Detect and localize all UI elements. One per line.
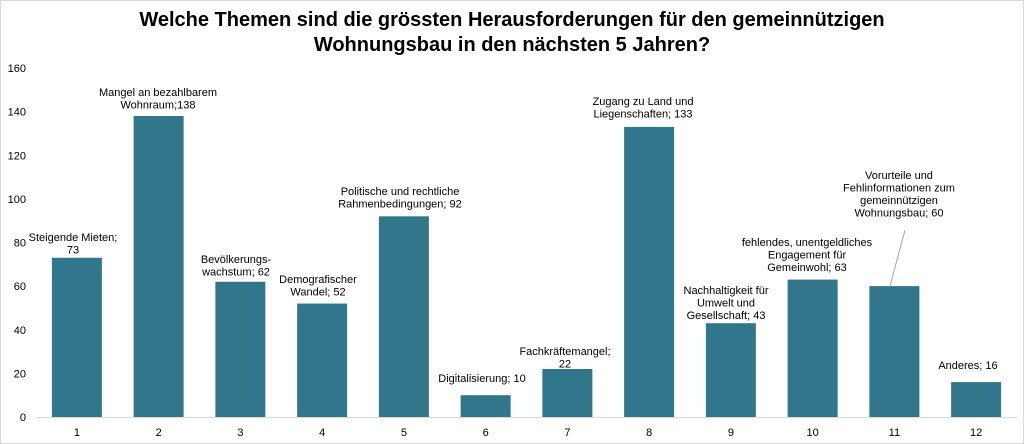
data-label: Liegenschaften; 133	[593, 109, 692, 121]
data-label: Umwelt und	[697, 298, 755, 310]
data-label: Steigende Mieten;	[29, 232, 118, 244]
bar	[869, 286, 920, 417]
data-label: Zugang zu Land und	[593, 96, 694, 108]
x-tick-label: 12	[970, 427, 982, 439]
bar	[297, 303, 348, 417]
y-tick-label: 160	[8, 63, 26, 75]
data-label: Fachkräftemangel;	[519, 346, 610, 358]
data-label: Wohnungsbau; 60	[854, 208, 943, 220]
bar	[460, 395, 511, 417]
data-label: gemeinnützigen	[860, 195, 938, 207]
x-tick-label: 6	[483, 427, 489, 439]
x-tick-label: 7	[564, 427, 570, 439]
bar	[951, 382, 1002, 417]
data-label: Bevölkerungs-	[201, 254, 272, 266]
data-label: Digitalisierung; 10	[438, 373, 525, 385]
data-label: Demografischer	[279, 274, 357, 286]
data-label: Anderes; 16	[938, 360, 997, 372]
x-tick-label: 5	[401, 427, 407, 439]
data-label: wachstum; 62	[201, 267, 270, 279]
y-tick-label: 60	[14, 281, 26, 293]
chart-title: Welche Themen sind die grössten Herausfo…	[139, 9, 885, 56]
data-label: Vorurteile und	[865, 170, 933, 182]
label-leader-line	[889, 229, 906, 287]
x-tick-label: 2	[156, 427, 162, 439]
bar	[624, 126, 675, 418]
bar	[133, 115, 184, 418]
x-tick-label: 10	[807, 427, 819, 439]
y-tick-label: 20	[14, 368, 26, 380]
data-label: Wandel; 52	[290, 287, 345, 299]
x-tick-label: 4	[319, 427, 325, 439]
data-labels: Steigende Mieten;73 Mangel an bezahlbarem…	[29, 87, 998, 385]
x-tick-label: 8	[646, 427, 652, 439]
data-label: Gesellschaft; 43	[687, 310, 766, 322]
data-label: Fehlinformationen zum	[843, 183, 955, 195]
x-tick-label: 1	[74, 427, 80, 439]
bar	[51, 257, 102, 417]
y-tick-label: 140	[8, 107, 26, 119]
data-label: 73	[67, 245, 79, 257]
data-label: fehlendes, unentgeldliches	[742, 237, 873, 249]
x-tick-label: 11	[889, 427, 900, 439]
data-label: Rahmenbedingungen; 92	[338, 199, 462, 211]
y-tick-label: 100	[8, 194, 26, 206]
y-tick-label: 40	[14, 325, 26, 337]
data-label: Wohnraum;138	[120, 100, 195, 112]
bar	[378, 216, 429, 417]
data-label: Engagement für	[768, 250, 847, 262]
y-tick-label: 120	[8, 150, 26, 162]
data-label: Nachhaltigkeit für	[684, 285, 769, 297]
data-label: Politische und rechtliche	[341, 186, 460, 198]
bar	[215, 281, 266, 417]
x-tick-label: 9	[728, 427, 734, 439]
y-tick-label: 80	[14, 238, 26, 250]
x-tick-label: 3	[237, 427, 243, 439]
x-axis: 1 2 3 4 5 6 7 8 9 10 11 12	[36, 417, 1017, 439]
bar	[542, 369, 593, 417]
bars	[51, 115, 1002, 418]
y-tick-label: 0	[20, 412, 26, 424]
data-label: Gemeinwohl; 63	[767, 262, 847, 274]
data-label: Mangel an bezahlbarem	[99, 87, 217, 99]
bar	[787, 279, 838, 417]
y-axis: 0 20 40 60 80 100 120 140 160	[8, 63, 26, 424]
bar	[705, 323, 756, 417]
data-label: 22	[559, 359, 571, 371]
